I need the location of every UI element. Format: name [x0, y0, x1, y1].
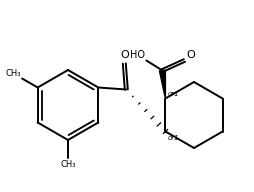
Text: O: O	[186, 50, 195, 60]
Text: or1: or1	[167, 92, 179, 98]
Text: HO: HO	[130, 50, 146, 60]
Text: CH₃: CH₃	[6, 69, 21, 78]
Polygon shape	[160, 70, 165, 98]
Text: CH₃: CH₃	[60, 160, 76, 169]
Text: or1: or1	[167, 135, 179, 141]
Text: O: O	[120, 50, 129, 60]
